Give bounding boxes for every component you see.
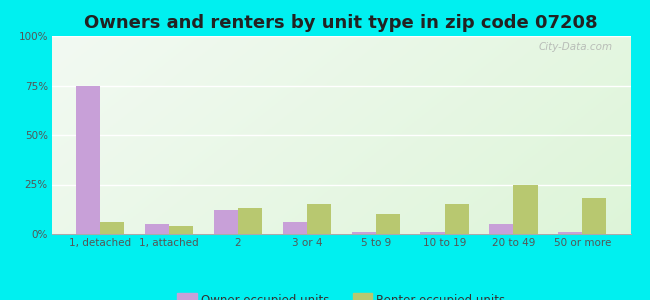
Bar [283, 222, 307, 234]
Legend: Owner occupied units, Renter occupied units: Owner occupied units, Renter occupied un… [172, 289, 510, 300]
Bar [514, 184, 538, 234]
Bar [421, 232, 445, 234]
Bar [445, 204, 469, 234]
Bar [76, 85, 100, 234]
Text: City-Data.com: City-Data.com [539, 42, 613, 52]
Bar [489, 224, 514, 234]
Bar [214, 210, 238, 234]
Bar [558, 232, 582, 234]
Bar [307, 204, 331, 234]
Bar [145, 224, 169, 234]
Bar [169, 226, 193, 234]
Bar [238, 208, 262, 234]
Bar [376, 214, 400, 234]
Title: Owners and renters by unit type in zip code 07208: Owners and renters by unit type in zip c… [84, 14, 598, 32]
Bar [352, 232, 376, 234]
Bar [582, 198, 606, 234]
Bar [100, 222, 124, 234]
